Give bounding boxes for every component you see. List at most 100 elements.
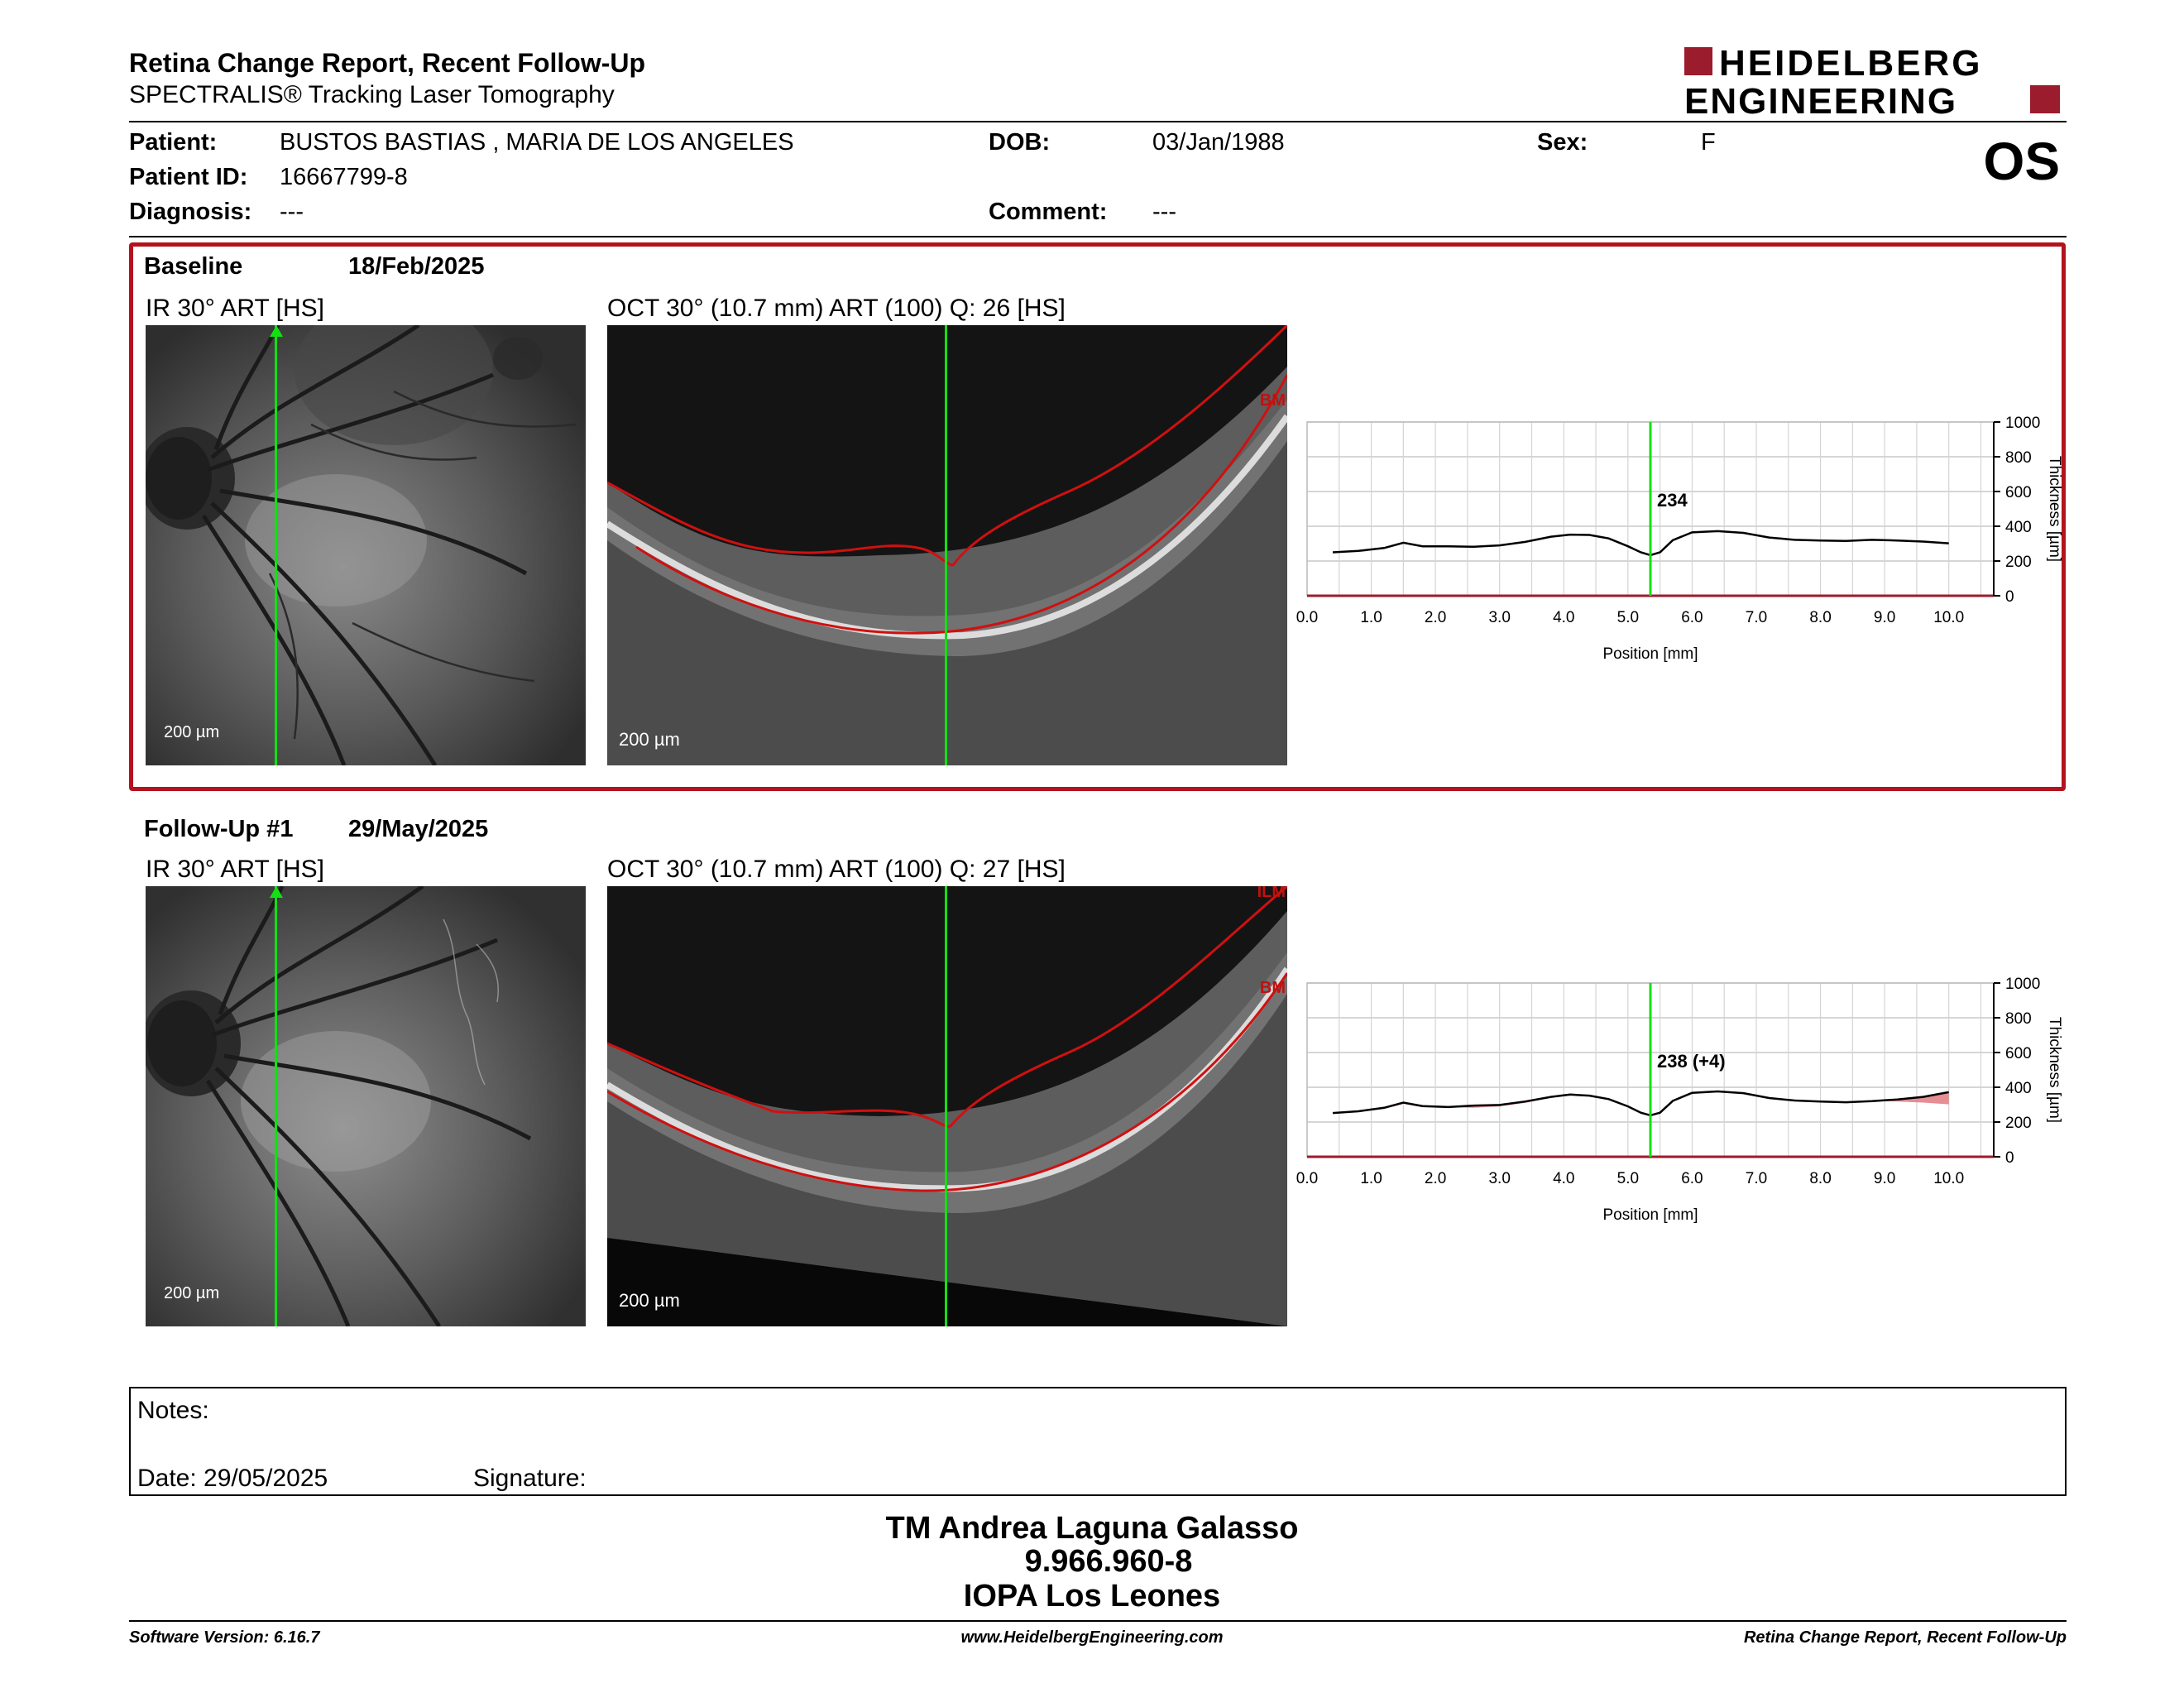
signature-label: Signature:	[473, 1465, 587, 1492]
x-axis-label: Position [mm]	[1602, 645, 1698, 663]
dob-label: DOB:	[989, 129, 1051, 156]
scan-line	[275, 886, 277, 1326]
footer-divider	[129, 1620, 2067, 1622]
y-tick-label: 1000	[2005, 976, 2040, 993]
followup-thickness-chart: 0 200 400 600 800 1000 0.0 1.0 2.0 3.0 4.0 5.0 6.0 7.…	[1296, 976, 2063, 1224]
baseline-oct-scalebar: 200 µm	[619, 729, 680, 750]
x-tick-label: 5.0	[1617, 1170, 1639, 1187]
x-tick-label: 0.0	[1296, 609, 1318, 626]
y-tick-label: 800	[2005, 1010, 2032, 1028]
followup-date: 29/May/2025	[348, 816, 489, 842]
y-tick-label: 0	[2005, 1149, 2014, 1167]
bscan-drawing	[607, 325, 1287, 765]
baseline-bm-label: BM	[1259, 391, 1286, 410]
x-tick-label: 1.0	[1360, 1170, 1382, 1187]
baseline-ir-fundus-image[interactable]: 200 µm	[146, 325, 586, 765]
x-axis-label: Position [mm]	[1602, 1206, 1698, 1224]
scan-direction-arrow-icon	[270, 325, 283, 337]
y-tick-label: 200	[2005, 554, 2032, 571]
followup-oct-scalebar: 200 µm	[619, 1290, 680, 1311]
baseline-panel	[129, 242, 2066, 791]
y-tick-label: 400	[2005, 1080, 2032, 1097]
thickness-series-line	[1332, 530, 1949, 557]
diagnosis-label: Diagnosis:	[129, 199, 252, 225]
sex-value: F	[1701, 129, 1716, 156]
baseline-oct-caption: OCT 30° (10.7 mm) ART (100) Q: 26 [HS]	[607, 295, 1066, 322]
footer-report-name: Retina Change Report, Recent Follow-Up	[1743, 1628, 2067, 1647]
followup-bm-label: BM	[1259, 979, 1286, 997]
position-marker-value: 234	[1657, 490, 1688, 511]
y-tick-label: 400	[2005, 519, 2032, 536]
y-tick-label: 0	[2005, 588, 2014, 606]
y-axis-label: Thickness [µm]	[2046, 456, 2063, 562]
x-tick-label: 4.0	[1553, 1170, 1574, 1187]
report-subtitle: SPECTRALIS® Tracking Laser Tomography	[129, 81, 615, 108]
logo-square-top	[1684, 47, 1712, 75]
x-tick-label: 3.0	[1488, 1170, 1510, 1187]
header-divider	[129, 121, 2067, 122]
y-tick-label: 600	[2005, 484, 2032, 501]
baseline-oct-bscan-image[interactable]: BM 200 µm	[607, 325, 1287, 765]
eye-label: OS	[1983, 132, 2060, 191]
footer-website-link[interactable]: www.HeidelbergEngineering.com	[960, 1628, 1224, 1647]
x-tick-label: 8.0	[1809, 1170, 1831, 1187]
patient-id-label: Patient ID:	[129, 164, 248, 190]
y-tick-label: 1000	[2005, 415, 2040, 432]
baseline-date: 18/Feb/2025	[348, 253, 485, 280]
heidelberg-logo: HEIDELBERG ENGINEERING	[1684, 46, 2060, 117]
x-tick-label: 1.0	[1360, 609, 1382, 626]
comment-value: ---	[1152, 199, 1176, 225]
notes-label: Notes:	[137, 1397, 209, 1424]
x-tick-label: 2.0	[1425, 609, 1446, 626]
oct-scan-position-line	[945, 886, 947, 1326]
report-title: Retina Change Report, Recent Follow-Up	[129, 48, 646, 78]
dob-value: 03/Jan/1988	[1152, 129, 1285, 156]
x-tick-label: 4.0	[1553, 609, 1574, 626]
x-tick-label: 7.0	[1746, 1170, 1767, 1187]
bscan-drawing	[607, 886, 1287, 1326]
footer-software-version: Software Version: 6.16.7	[129, 1628, 320, 1647]
logo-square-bottom	[2030, 85, 2060, 113]
followup-oct-caption: OCT 30° (10.7 mm) ART (100) Q: 27 [HS]	[607, 856, 1066, 883]
baseline-ir-caption: IR 30° ART [HS]	[146, 295, 324, 322]
notes-date: Date: 29/05/2025	[137, 1465, 328, 1492]
x-tick-label: 3.0	[1488, 609, 1510, 626]
baseline-thickness-chart: 0 200 400 600 800 1000 0.0 1.0 2.0 3.0 4.0 5.0 6.0 7.…	[1296, 415, 2063, 663]
x-tick-label: 2.0	[1425, 1170, 1446, 1187]
fundus-drawing	[146, 325, 586, 765]
logo-text-line1: HEIDELBERG	[1719, 46, 1982, 84]
signer-name: TM Andrea Laguna Galasso	[885, 1511, 1299, 1546]
y-tick-label: 800	[2005, 449, 2032, 467]
notes-box[interactable]: Notes: Date: 29/05/2025 Signature:	[129, 1387, 2067, 1496]
fundus-drawing	[146, 886, 586, 1326]
x-tick-label: 6.0	[1681, 609, 1703, 626]
signer-institution: IOPA Los Leones	[963, 1579, 1221, 1614]
x-tick-label: 9.0	[1874, 609, 1895, 626]
oct-scan-position-line	[945, 325, 947, 765]
x-tick-label: 5.0	[1617, 609, 1639, 626]
followup-oct-bscan-image[interactable]: ILM BM 200 µm	[607, 886, 1287, 1326]
followup-ir-scalebar: 200 µm	[164, 1284, 220, 1302]
followup-label: Follow-Up #1	[144, 816, 294, 842]
scan-line	[275, 325, 277, 765]
diagnosis-value: ---	[280, 199, 304, 225]
patient-name-label: Patient:	[129, 129, 218, 156]
patient-name: BUSTOS BASTIAS , MARIA DE LOS ANGELES	[280, 129, 794, 156]
followup-ir-fundus-image[interactable]: 200 µm	[146, 886, 586, 1326]
baseline-label: Baseline	[144, 253, 243, 280]
followup-ir-caption: IR 30° ART [HS]	[146, 856, 324, 883]
scan-direction-arrow-icon	[270, 886, 283, 898]
x-tick-label: 6.0	[1681, 1170, 1703, 1187]
y-tick-label: 600	[2005, 1045, 2032, 1062]
x-tick-label: 10.0	[1933, 1170, 1964, 1187]
x-tick-label: 0.0	[1296, 1170, 1318, 1187]
signer-id: 9.966.960-8	[1024, 1544, 1193, 1579]
y-tick-label: 200	[2005, 1115, 2032, 1132]
baseline-ir-scalebar: 200 µm	[164, 723, 220, 741]
comment-label: Comment:	[989, 199, 1108, 225]
x-tick-label: 10.0	[1933, 609, 1964, 626]
patient-id: 16667799-8	[280, 164, 408, 190]
followup-ilm-label: ILM	[1257, 886, 1286, 901]
y-axis-label: Thickness [µm]	[2046, 1017, 2063, 1123]
logo-text-line2: ENGINEERING	[1684, 81, 1957, 117]
